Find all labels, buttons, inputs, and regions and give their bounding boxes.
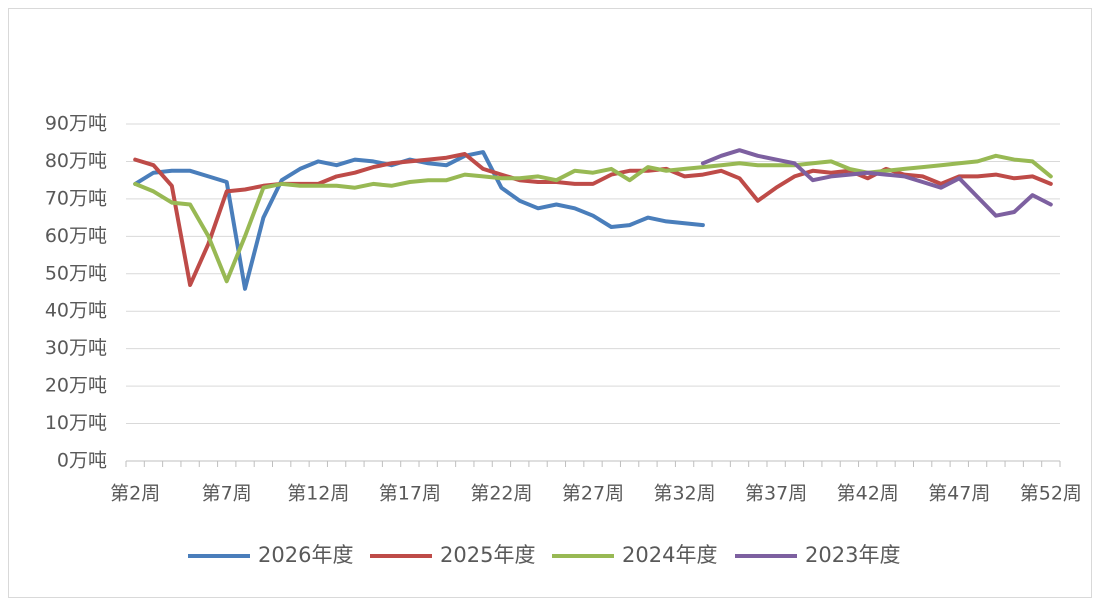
y-tick-label: 10万吨	[45, 412, 107, 434]
x-tick-label: 第12周	[287, 483, 349, 505]
y-tick-label: 40万吨	[45, 300, 107, 322]
chart-border	[8, 8, 1092, 598]
y-tick-label: 70万吨	[45, 187, 107, 209]
x-tick-label: 第47周	[928, 483, 990, 505]
y-tick-label: 80万吨	[45, 150, 107, 172]
series-line	[700, 148, 1053, 218]
x-tick-label: 第37周	[745, 483, 807, 505]
x-tick-label: 第27周	[562, 483, 624, 505]
series-line	[133, 153, 1053, 284]
x-tick-label: 第22周	[470, 483, 532, 505]
y-tick-label: 20万吨	[45, 375, 107, 397]
x-tick-label: 第17周	[379, 483, 441, 505]
x-tick-label: 第52周	[1020, 483, 1082, 505]
legend-label: 2025年度	[440, 543, 535, 567]
y-tick-label: 50万吨	[45, 262, 107, 284]
x-tick-label: 第2周	[110, 483, 160, 505]
x-tick-label: 第32周	[653, 483, 715, 505]
x-tick-label: 第42周	[837, 483, 899, 505]
legend-label: 2024年度	[622, 543, 717, 567]
x-tick-label: 第7周	[202, 483, 252, 505]
y-tick-label: 60万吨	[45, 225, 107, 247]
y-tick-label: 0万吨	[57, 450, 107, 472]
y-tick-label: 90万吨	[45, 113, 107, 135]
y-tick-label: 30万吨	[45, 337, 107, 359]
legend-label: 2023年度	[805, 543, 900, 567]
legend-label: 2026年度	[258, 543, 353, 567]
